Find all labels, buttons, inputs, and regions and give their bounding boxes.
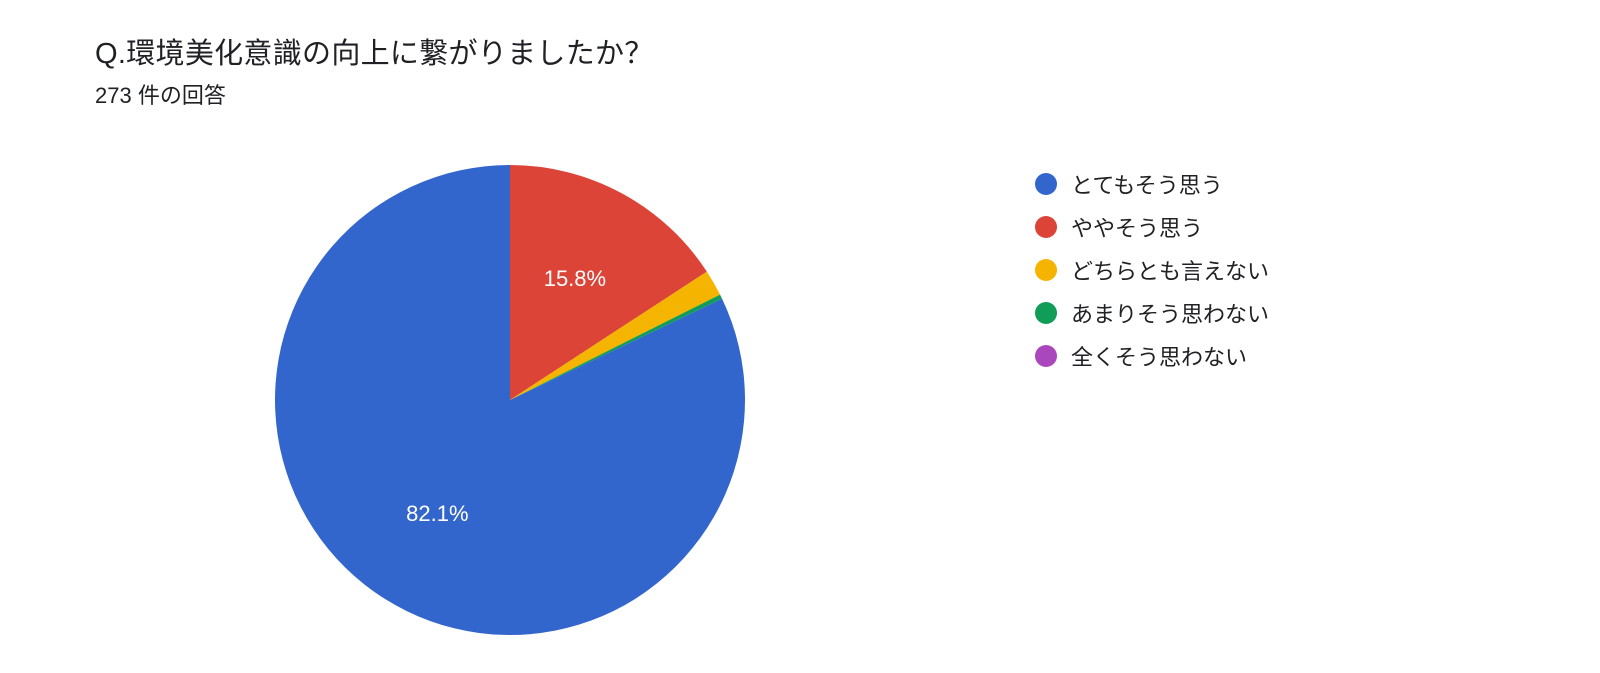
slice-label: 82.1%: [406, 501, 468, 526]
chart-legend: とてもそう思うややそう思うどちらとも言えないあまりそう思わない全くそう思わない: [1035, 168, 1269, 383]
chart-title: Q.環境美化意識の向上に繋がりましたか？: [95, 30, 654, 72]
legend-label: どちらとも言えない: [1071, 254, 1269, 286]
legend-label: ややそう思う: [1071, 211, 1203, 243]
legend-swatch: [1035, 345, 1057, 367]
legend-label: 全くそう思わない: [1071, 340, 1247, 372]
slice-label: 15.8%: [544, 266, 606, 291]
legend-item[interactable]: 全くそう思わない: [1035, 340, 1269, 372]
legend-swatch: [1035, 302, 1057, 324]
legend-item[interactable]: ややそう思う: [1035, 211, 1269, 243]
legend-swatch: [1035, 259, 1057, 281]
chart-header: Q.環境美化意識の向上に繋がりましたか？ 273 件の回答: [95, 30, 654, 110]
pie-svg: 15.8% 82.1%: [260, 150, 760, 650]
legend-label: とてもそう思う: [1071, 168, 1223, 200]
legend-item[interactable]: とてもそう思う: [1035, 168, 1269, 200]
chart-container: Q.環境美化意識の向上に繋がりましたか？ 273 件の回答 15.8% 82.1%…: [0, 0, 1600, 673]
legend-item[interactable]: どちらとも言えない: [1035, 254, 1269, 286]
legend-label: あまりそう思わない: [1071, 297, 1269, 329]
legend-swatch: [1035, 173, 1057, 195]
response-count: 273 件の回答: [95, 78, 654, 110]
pie-chart: 15.8% 82.1%: [260, 150, 760, 655]
legend-swatch: [1035, 216, 1057, 238]
legend-item[interactable]: あまりそう思わない: [1035, 297, 1269, 329]
